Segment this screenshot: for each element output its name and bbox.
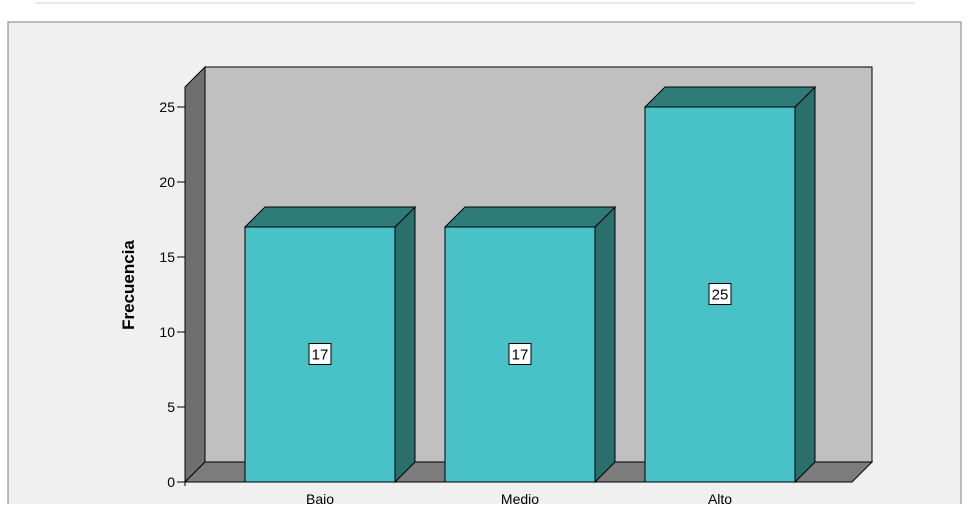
bar-front bbox=[444, 226, 596, 483]
x-tick-labels: Bajo Medio Alto bbox=[306, 491, 732, 507]
y-tick-label: 10 bbox=[159, 324, 175, 340]
data-label-box bbox=[708, 283, 732, 305]
data-label-box bbox=[308, 343, 332, 365]
y-ticks: 0 5 10 15 20 25 bbox=[159, 99, 185, 490]
x-tick-label: Alto bbox=[708, 491, 732, 504]
bar-side bbox=[394, 205, 416, 484]
bar-top bbox=[443, 206, 617, 228]
y-tick-label: 20 bbox=[159, 174, 175, 190]
bar-medio: 17 bbox=[443, 205, 617, 484]
left-wall bbox=[184, 65, 206, 484]
bar-top bbox=[643, 86, 817, 108]
x-tick-label: Medio bbox=[501, 491, 539, 504]
bar-side bbox=[794, 85, 816, 484]
data-label: 25 bbox=[712, 287, 729, 304]
data-label: 17 bbox=[512, 347, 529, 364]
y-tick-label: 5 bbox=[167, 399, 175, 415]
y-tick-label: 15 bbox=[159, 249, 175, 265]
y-tick-label: 25 bbox=[159, 99, 175, 115]
y-tick-label: 0 bbox=[167, 474, 175, 490]
x-tick-label: Bajo bbox=[306, 491, 334, 504]
bars: 17 17 25 bbox=[243, 85, 817, 484]
bar-top bbox=[243, 206, 417, 228]
bar-bajo: 17 bbox=[243, 205, 417, 484]
y-axis-title: Frecuencia bbox=[119, 240, 138, 330]
data-label: 17 bbox=[312, 347, 329, 364]
data-label-box bbox=[508, 343, 532, 365]
bar-alto: 25 bbox=[643, 85, 817, 484]
bar-side bbox=[594, 205, 616, 484]
